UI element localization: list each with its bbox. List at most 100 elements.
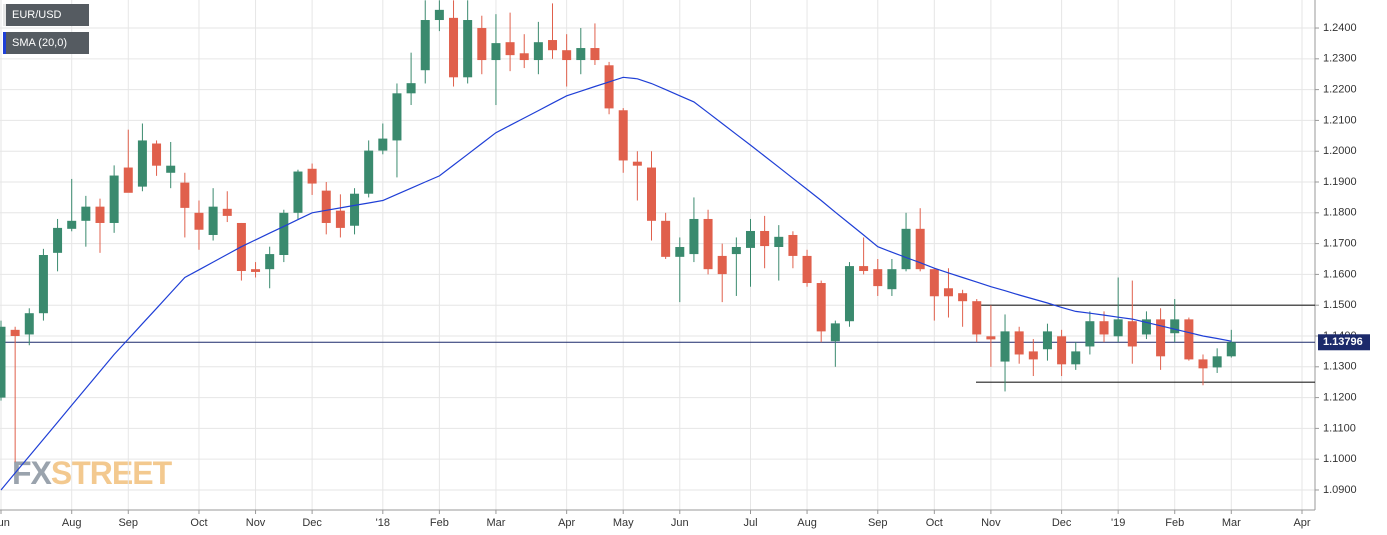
candle-body	[519, 53, 529, 61]
candle-body	[463, 20, 473, 78]
candle-body	[321, 190, 331, 223]
y-tick-label: 1.1200	[1323, 391, 1357, 403]
candle-body	[335, 210, 345, 228]
candle-body	[1170, 319, 1180, 334]
candle-body	[689, 218, 699, 255]
candle-body	[194, 212, 204, 230]
candle-body	[703, 218, 713, 270]
candle-body	[491, 43, 501, 61]
candle-body	[1212, 356, 1222, 368]
candle-body	[137, 140, 147, 187]
candle-body	[279, 212, 289, 255]
x-tick-label: Jul	[743, 517, 757, 529]
candle-body	[420, 20, 430, 71]
candle-body	[152, 143, 162, 166]
candle-body	[406, 83, 416, 94]
candle-body	[901, 228, 911, 270]
watermark-part: STREET	[51, 455, 173, 491]
candle-body	[1057, 336, 1067, 365]
candle-body	[731, 246, 741, 255]
candle-body	[109, 175, 119, 223]
candle-body	[1184, 319, 1194, 360]
last-price-tag	[1318, 334, 1370, 351]
candle-body	[1014, 331, 1024, 355]
candle-body	[364, 150, 374, 194]
candle-body	[1141, 319, 1151, 335]
x-tick-label: Jun	[671, 517, 689, 529]
candle-body	[986, 336, 996, 340]
candle-body	[434, 9, 444, 21]
candle-body	[972, 301, 982, 335]
y-tick-label: 1.2000	[1323, 145, 1357, 157]
y-tick-label: 1.1300	[1323, 361, 1357, 373]
candle-body	[859, 266, 869, 272]
candle-body	[830, 323, 840, 342]
candle-body	[647, 167, 656, 221]
x-tick-label: Dec	[1052, 517, 1072, 529]
x-tick-label: May	[613, 517, 634, 529]
candle-body	[548, 40, 558, 51]
candle-body	[251, 269, 261, 272]
candle-body	[180, 182, 190, 208]
y-tick-label: 1.0900	[1323, 484, 1357, 496]
candle-body	[449, 17, 459, 78]
candle-body	[1198, 359, 1208, 369]
candle-body	[802, 255, 812, 284]
x-tick-label: Nov	[246, 517, 266, 529]
candle-body	[208, 206, 218, 235]
x-tick-label: Oct	[926, 517, 943, 529]
x-tick-label: Feb	[1165, 517, 1184, 529]
candle-body	[1028, 351, 1038, 360]
candle-body	[788, 234, 798, 256]
candle-body	[81, 206, 91, 221]
x-tick-label: '18	[376, 517, 390, 529]
y-tick-label: 1.1800	[1323, 207, 1357, 219]
candle-body	[717, 255, 727, 275]
candle-body	[1156, 319, 1166, 357]
legend-box	[3, 32, 89, 54]
y-tick-label: 1.1700	[1323, 238, 1357, 250]
candle-body	[1000, 331, 1010, 362]
legend-label: EUR/USD	[12, 9, 62, 21]
x-tick-label: Aug	[797, 517, 817, 529]
candle-body	[958, 293, 968, 302]
x-tick-label: '19	[1111, 517, 1125, 529]
candle-body	[166, 165, 176, 173]
candle-body	[24, 313, 34, 335]
candle-body	[350, 193, 360, 226]
candle-body	[873, 269, 883, 287]
sma-line	[0, 76, 1232, 491]
candle-body	[1127, 321, 1137, 347]
candle-body	[929, 269, 939, 297]
candle-body	[1113, 319, 1123, 337]
watermark: FXSTREET	[12, 455, 173, 491]
legend-box	[3, 4, 89, 26]
candle-body	[10, 329, 20, 336]
candle-body	[392, 93, 402, 141]
watermark-part: FX	[12, 455, 53, 491]
y-tick-label: 1.2100	[1323, 114, 1357, 126]
candle-body	[1042, 331, 1052, 350]
last-price-label: 1.13796	[1323, 336, 1363, 348]
candle-body	[67, 220, 77, 229]
x-tick-label: Jun	[0, 517, 10, 529]
candle-body	[632, 161, 642, 166]
x-tick-label: Aug	[62, 517, 82, 529]
legend-swatch	[3, 32, 6, 54]
y-tick-label: 1.1900	[1323, 176, 1357, 188]
y-tick-label: 1.1500	[1323, 299, 1357, 311]
candle-body	[774, 236, 784, 247]
candle-body	[576, 48, 586, 61]
x-tick-label: Dec	[302, 517, 322, 529]
y-tick-label: 1.2200	[1323, 84, 1357, 96]
y-tick-label: 1.1000	[1323, 453, 1357, 465]
candle-body	[745, 230, 755, 248]
candle-body	[265, 254, 275, 270]
candle-body	[222, 208, 232, 216]
legend-label: SMA (20,0)	[12, 37, 67, 49]
y-tick-label: 1.2300	[1323, 53, 1357, 65]
candle-body	[661, 220, 671, 257]
candle-body	[887, 269, 897, 290]
x-tick-label: Oct	[190, 517, 207, 529]
